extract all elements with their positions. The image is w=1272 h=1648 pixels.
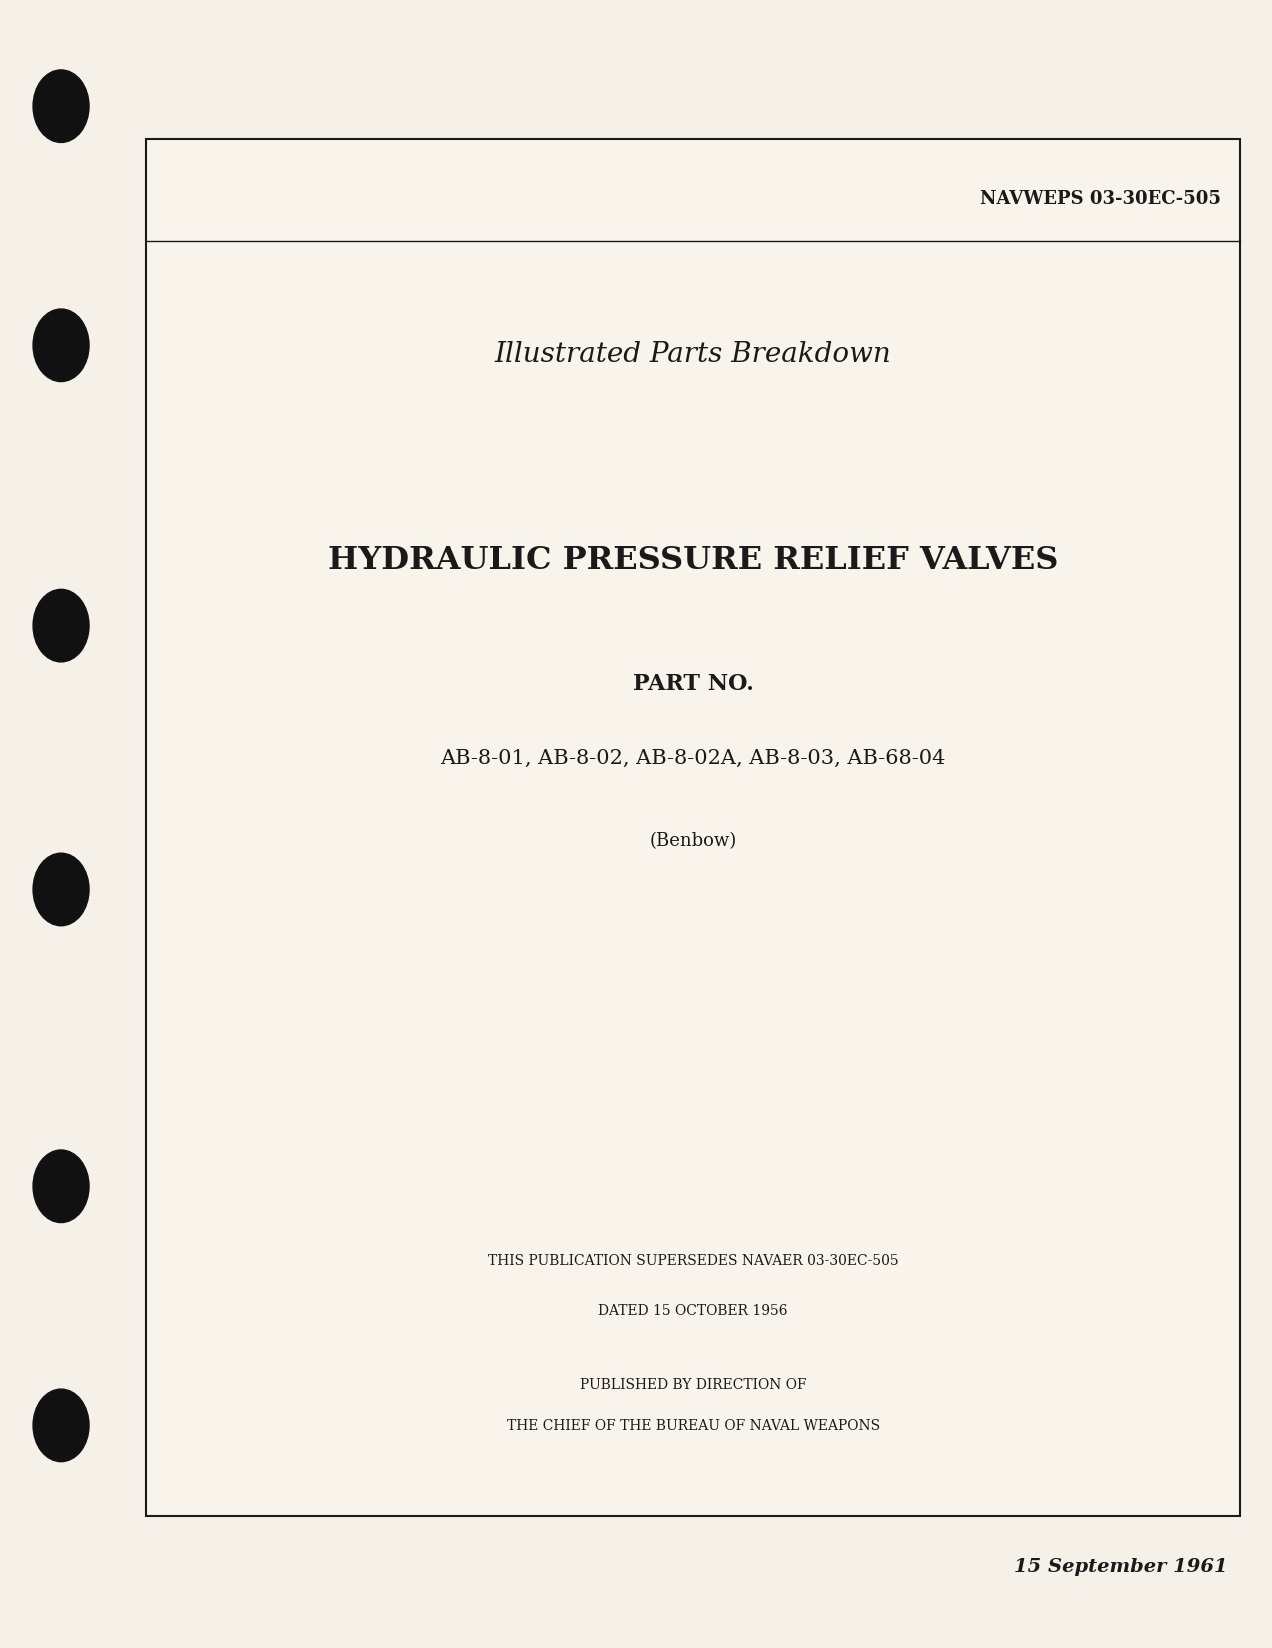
Text: (Benbow): (Benbow) xyxy=(650,832,736,849)
Text: NAVWEPS 03-30EC-505: NAVWEPS 03-30EC-505 xyxy=(981,190,1221,208)
Text: DATED 15 OCTOBER 1956: DATED 15 OCTOBER 1956 xyxy=(599,1304,787,1317)
FancyBboxPatch shape xyxy=(146,140,1240,1516)
Text: 15 September 1961: 15 September 1961 xyxy=(1014,1557,1227,1575)
Text: PART NO.: PART NO. xyxy=(632,672,754,695)
Circle shape xyxy=(33,1389,89,1462)
Text: THE CHIEF OF THE BUREAU OF NAVAL WEAPONS: THE CHIEF OF THE BUREAU OF NAVAL WEAPONS xyxy=(506,1419,880,1432)
Text: AB-8-01, AB-8-02, AB-8-02A, AB-8-03, AB-68-04: AB-8-01, AB-8-02, AB-8-02A, AB-8-03, AB-… xyxy=(440,748,946,768)
Circle shape xyxy=(33,71,89,143)
Circle shape xyxy=(33,1150,89,1223)
Text: THIS PUBLICATION SUPERSEDES NAVAER 03-30EC-505: THIS PUBLICATION SUPERSEDES NAVAER 03-30… xyxy=(488,1254,898,1267)
Circle shape xyxy=(33,590,89,662)
Text: HYDRAULIC PRESSURE RELIEF VALVES: HYDRAULIC PRESSURE RELIEF VALVES xyxy=(328,545,1058,575)
Text: PUBLISHED BY DIRECTION OF: PUBLISHED BY DIRECTION OF xyxy=(580,1378,806,1391)
Circle shape xyxy=(33,310,89,382)
Circle shape xyxy=(33,854,89,926)
Text: Illustrated Parts Breakdown: Illustrated Parts Breakdown xyxy=(495,341,892,368)
